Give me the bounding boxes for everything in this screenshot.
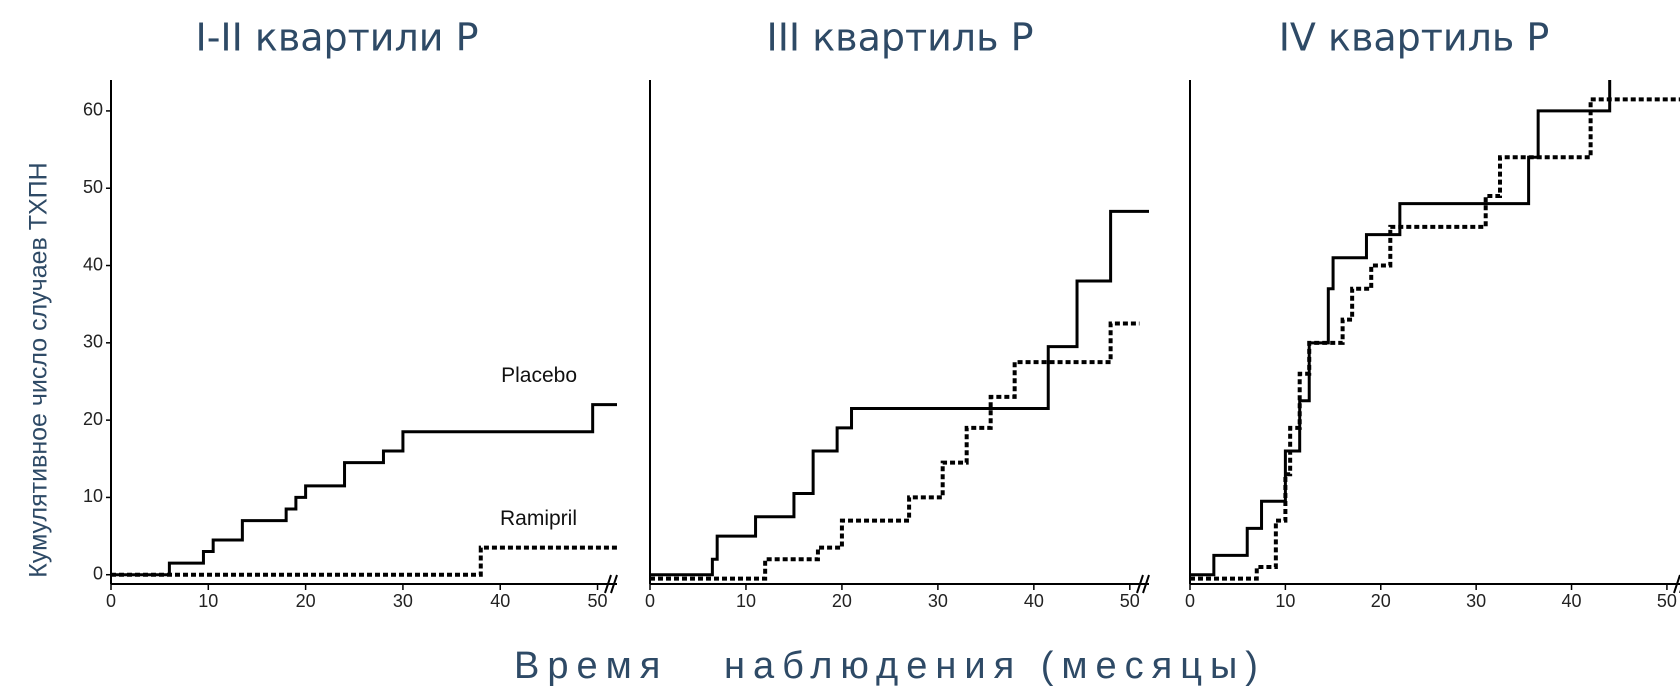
axis-break — [1136, 574, 1150, 594]
x-tick-label: 30 — [928, 591, 948, 611]
panel-title: IV квартиль P — [1279, 16, 1550, 60]
series-label: Ramipril — [500, 507, 577, 530]
panel-title: I-II квартили P — [196, 16, 479, 60]
x-tick-label: 20 — [832, 591, 852, 611]
x-tick-label: 20 — [296, 591, 316, 611]
axis-break — [1673, 574, 1680, 594]
step-line — [650, 321, 1140, 581]
x-tick-label: 10 — [1275, 591, 1295, 611]
x-tick-label: 30 — [393, 591, 413, 611]
panel-title: III квартиль P — [767, 16, 1034, 60]
x-tick-label: 0 — [106, 591, 116, 611]
x-tick-label: 50 — [1120, 591, 1140, 611]
step-line — [1190, 97, 1680, 581]
y-tick-label: 60 — [83, 100, 103, 120]
x-tick-label: 40 — [490, 591, 510, 611]
x-tick-label: 0 — [645, 591, 655, 611]
y-tick-label: 0 — [93, 563, 103, 583]
x-tick-label: 50 — [588, 591, 608, 611]
x-tick-label: 40 — [1024, 591, 1044, 611]
x-tick-label: 0 — [1185, 591, 1195, 611]
x-tick-label: 40 — [1562, 591, 1582, 611]
x-axis-label: Время наблюдения (месяцы) — [514, 645, 1266, 687]
step-line — [1190, 80, 1612, 577]
x-tick-label: 30 — [1466, 591, 1486, 611]
x-tick-label: 10 — [736, 591, 756, 611]
y-tick-label: 40 — [83, 254, 103, 274]
y-tick-label: 30 — [83, 332, 103, 352]
y-tick-label: 10 — [83, 486, 103, 506]
x-tick-label: 10 — [198, 591, 218, 611]
step-line — [111, 403, 617, 577]
step-line — [111, 545, 617, 577]
y-tick-label: 50 — [83, 177, 103, 197]
y-axis-label: Кумулятивное число случаев ТХПН — [25, 162, 53, 577]
x-tick-label: 50 — [1657, 591, 1677, 611]
step-line — [650, 209, 1149, 577]
x-tick-label: 20 — [1371, 591, 1391, 611]
axis-break — [604, 574, 618, 594]
y-tick-label: 20 — [83, 409, 103, 429]
series-label: Placebo — [501, 364, 577, 387]
